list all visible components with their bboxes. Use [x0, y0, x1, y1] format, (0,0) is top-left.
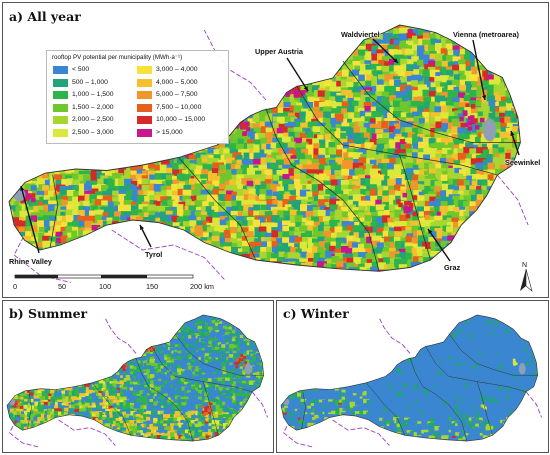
state-boundary-line: [91, 382, 132, 436]
state-boundary-line: [448, 333, 538, 376]
legend-label: 500 – 1,000: [72, 78, 108, 86]
legend-swatch: [53, 91, 68, 99]
legend-swatch: [137, 66, 152, 74]
state-boundary-line: [399, 154, 431, 261]
scale-tick-100: 100: [99, 282, 112, 291]
national-border-line: [58, 419, 116, 446]
panel-title-all-year: a) All year: [9, 9, 81, 24]
national-border-line: [496, 174, 529, 226]
state-boundary-line: [342, 61, 521, 143]
national-border-line: [332, 419, 390, 446]
scale-bar-segment: [15, 275, 58, 278]
lake: [244, 363, 252, 375]
lake: [482, 118, 497, 142]
scale-tick-0: 0: [13, 282, 18, 291]
national-border-line: [251, 391, 269, 418]
legend-swatch: [137, 91, 152, 99]
legend-swatch: [137, 103, 152, 112]
panel-title-summer: b) Summer: [9, 306, 88, 321]
national-border-line: [525, 391, 543, 418]
legend-swatch: [53, 66, 68, 74]
legend-swatch: [53, 103, 68, 112]
annotation-arrowhead: [393, 58, 398, 63]
legend-swatch: [137, 116, 152, 124]
state-boundary-line: [49, 174, 59, 248]
legend-label: 7,500 – 10,000: [156, 103, 202, 111]
map-summer: [6, 314, 269, 448]
legend-label: 2,000 – 2,500: [72, 116, 114, 123]
state-boundary-line: [151, 346, 253, 393]
legend-label: 5,000 – 7,500: [156, 91, 198, 98]
label-vienna: Vienna (metroarea): [453, 30, 519, 39]
state-boundary-line: [365, 382, 406, 436]
state-boundary-line: [135, 357, 194, 442]
annotation-arrowhead: [20, 186, 25, 191]
legend-swatch: [53, 128, 68, 137]
annotation-arrow: [20, 185, 40, 254]
panel-winter: c) Winter: [276, 300, 549, 453]
legend-label: 1,000 – 1,500: [72, 91, 114, 98]
legend-swatch: [137, 128, 152, 137]
panel-all-year: a) All year rooftop PV potential per mun…: [2, 2, 549, 298]
panel-title-winter: c) Winter: [283, 306, 349, 321]
legend-label: 4,000 – 5,000: [156, 78, 198, 86]
state-boundary-line: [174, 333, 264, 376]
north-label: N: [522, 262, 528, 269]
annotation-arrow: [372, 38, 399, 64]
scale-bar-segment: [101, 275, 147, 278]
north-arrow-icon: [520, 269, 526, 291]
national-border-line: [111, 229, 226, 281]
state-boundary-line: [202, 381, 219, 436]
legend-label: > 15,000: [156, 128, 183, 136]
national-border-line: [378, 317, 411, 354]
national-border-line: [104, 317, 137, 354]
legend-swatch: [53, 116, 68, 124]
state-boundary-line: [27, 391, 32, 429]
map-winter: [280, 314, 543, 448]
legend-label: < 500: [72, 66, 90, 73]
municipality-mosaic: [281, 315, 538, 442]
label-upper-austria: Upper Austria: [255, 47, 303, 56]
country-outline: [8, 24, 521, 272]
scale-tick-50: 50: [58, 282, 67, 291]
label-waldviertel: Waldviertel: [341, 30, 380, 39]
annotation-arrowhead: [482, 95, 487, 100]
annotation-arrowhead: [303, 86, 308, 91]
annotation-arrow: [286, 57, 309, 92]
state-boundary-line: [476, 381, 493, 436]
legend-swatch: [53, 78, 68, 87]
scale-tick-150: 150: [146, 282, 159, 291]
state-boundary-line: [265, 108, 380, 272]
map-legend: rooftop PV potential per municipality (M…: [46, 50, 229, 144]
label-graz: Graz: [444, 263, 461, 272]
lake: [518, 363, 526, 375]
scale-tick-200km: 200 km: [190, 282, 214, 291]
annotation-arrowhead: [140, 225, 144, 230]
municipality-mosaic: [7, 315, 264, 442]
label-rhine-valley: Rhine Valley: [9, 257, 52, 266]
legend-label: 3,000 – 4,000: [156, 66, 198, 73]
state-boundary-line: [301, 391, 306, 429]
legend-label: 10,000 – 15,000: [156, 116, 206, 123]
state-boundary-line: [409, 357, 468, 442]
state-boundary-line: [178, 157, 257, 261]
annotation-arrowhead: [428, 229, 433, 234]
legend-swatch: [137, 78, 152, 87]
label-seewinkel: Seewinkel: [505, 158, 541, 167]
north-arrow-icon: [525, 268, 533, 292]
annotation-arrow: [472, 39, 486, 101]
legend-label: 1,500 – 2,000: [72, 103, 114, 111]
legend-label: 2,500 – 3,000: [72, 128, 114, 136]
national-border-line: [203, 29, 267, 101]
country-outline: [6, 314, 265, 442]
state-boundary-line: [425, 346, 527, 393]
panel-summer: b) Summer: [2, 300, 274, 453]
annotation-arrow: [427, 228, 451, 262]
annotation-arrowhead: [510, 131, 515, 136]
state-boundary-line: [296, 86, 498, 176]
label-tyrol: Tyrol: [145, 250, 163, 259]
legend-title: rooftop PV potential per municipality (M…: [52, 54, 183, 61]
country-outline: [280, 314, 539, 442]
